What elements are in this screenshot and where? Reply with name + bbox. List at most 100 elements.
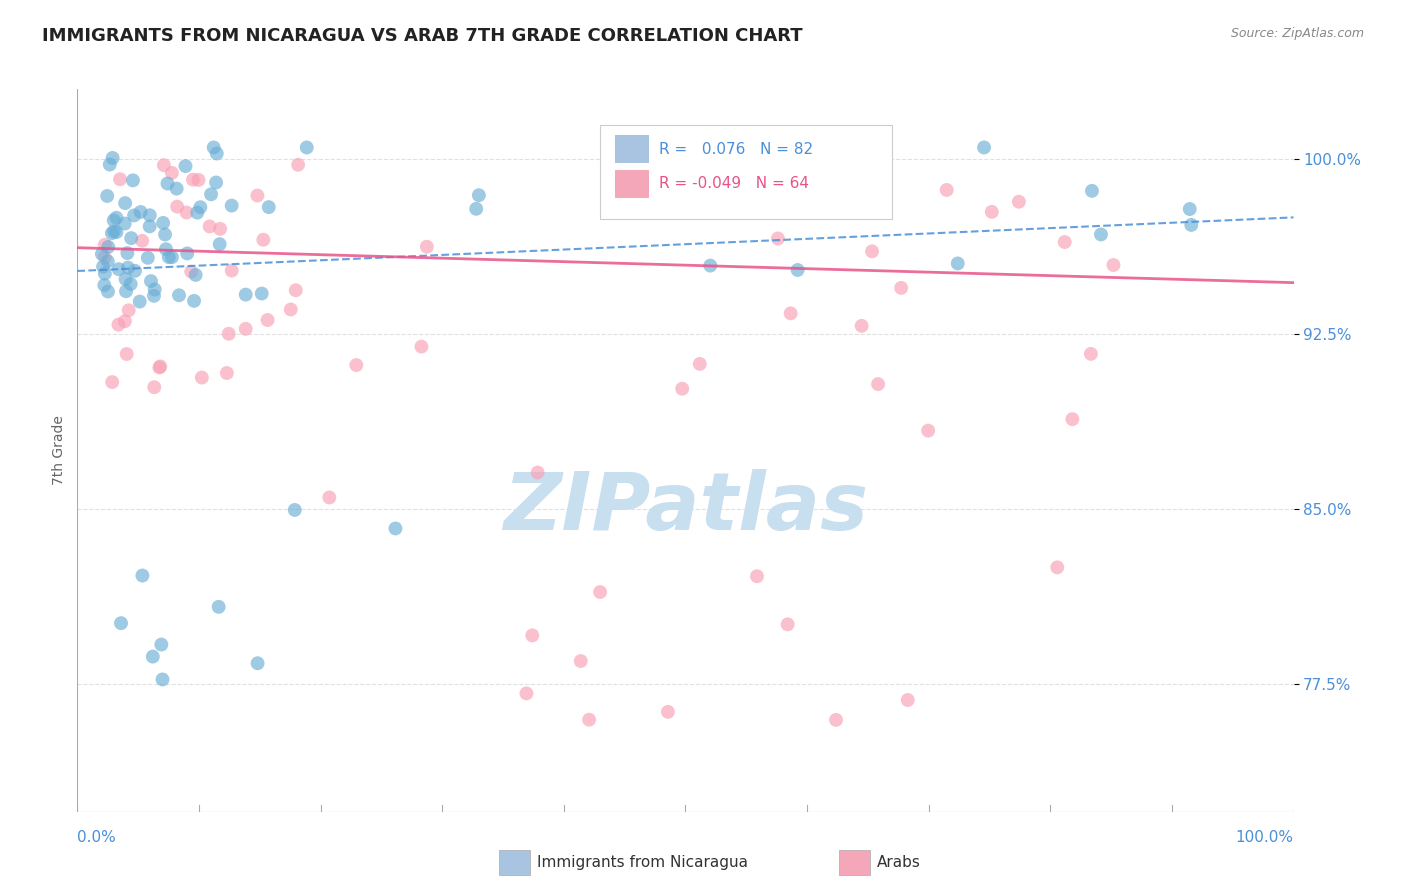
Point — [138, 219, 160, 234]
Point — [94, 237, 117, 252]
Point — [149, 359, 172, 374]
Point — [235, 287, 257, 301]
Point — [198, 219, 221, 234]
Point — [1178, 202, 1201, 216]
Point — [890, 281, 912, 295]
Point — [139, 274, 162, 288]
Point — [153, 158, 176, 172]
Point — [152, 673, 174, 687]
Point — [209, 222, 232, 236]
Point — [160, 250, 183, 264]
Point — [101, 375, 124, 389]
Point — [897, 693, 920, 707]
Point — [97, 240, 120, 254]
Point — [1080, 347, 1102, 361]
Text: 100.0%: 100.0% — [1236, 830, 1294, 846]
Point — [188, 200, 211, 214]
Point — [107, 262, 129, 277]
Point — [1102, 258, 1125, 272]
Point — [129, 205, 152, 219]
Point — [114, 217, 136, 231]
Point — [973, 140, 995, 154]
Point — [114, 272, 136, 286]
FancyBboxPatch shape — [600, 126, 893, 219]
Point — [280, 302, 302, 317]
Point — [295, 140, 318, 154]
Point — [174, 159, 197, 173]
Point — [157, 250, 180, 264]
Point — [256, 313, 278, 327]
Y-axis label: 7th Grade: 7th Grade — [52, 416, 66, 485]
Point — [689, 357, 711, 371]
Point — [97, 254, 120, 268]
Point — [103, 213, 125, 227]
Point — [124, 264, 146, 278]
Point — [287, 158, 309, 172]
Text: 0.0%: 0.0% — [77, 830, 117, 846]
Point — [200, 187, 222, 202]
Point — [713, 201, 735, 215]
Text: Source: ZipAtlas.com: Source: ZipAtlas.com — [1230, 27, 1364, 40]
Point — [1046, 560, 1069, 574]
Point — [117, 260, 139, 275]
Point — [94, 267, 117, 281]
Point — [96, 189, 118, 203]
Text: ZIPatlas: ZIPatlas — [503, 469, 868, 548]
Point — [284, 283, 307, 297]
Point — [1062, 412, 1084, 426]
Point — [935, 183, 957, 197]
Text: Immigrants from Nicaragua: Immigrants from Nicaragua — [537, 855, 748, 870]
Point — [90, 247, 112, 261]
Point — [142, 649, 165, 664]
Point — [776, 617, 799, 632]
Point — [191, 370, 214, 384]
Point — [745, 569, 768, 583]
Point — [205, 146, 228, 161]
Point — [868, 377, 890, 392]
Point — [246, 188, 269, 202]
Point — [97, 285, 120, 299]
Point — [155, 242, 177, 256]
Point — [118, 303, 141, 318]
Point — [980, 204, 1002, 219]
Point — [416, 240, 439, 254]
Point — [98, 157, 121, 171]
Point — [671, 382, 693, 396]
Point — [143, 283, 166, 297]
Point — [105, 211, 128, 225]
Point — [1081, 184, 1104, 198]
Point — [221, 199, 243, 213]
Point — [851, 318, 873, 333]
Point — [131, 234, 153, 248]
Point — [117, 246, 139, 260]
Point — [103, 224, 125, 238]
Point — [166, 200, 188, 214]
Point — [160, 166, 183, 180]
Point — [215, 366, 238, 380]
Point — [114, 314, 136, 328]
Point — [183, 293, 205, 308]
Text: Arabs: Arabs — [877, 855, 921, 870]
Point — [122, 209, 145, 223]
Point — [578, 713, 600, 727]
Point — [1180, 218, 1202, 232]
Point — [569, 654, 592, 668]
Point — [94, 250, 117, 264]
Point — [250, 286, 273, 301]
Point — [181, 172, 204, 186]
Point — [589, 585, 612, 599]
Point — [143, 289, 166, 303]
Point — [221, 263, 243, 277]
Point — [1053, 235, 1076, 249]
Point — [107, 318, 129, 332]
Point — [208, 237, 231, 252]
FancyBboxPatch shape — [614, 170, 650, 198]
Point — [108, 172, 131, 186]
Point — [148, 360, 170, 375]
Point — [218, 326, 240, 341]
Point — [128, 294, 150, 309]
Point — [344, 358, 367, 372]
Point — [1008, 194, 1031, 209]
Point — [176, 246, 198, 260]
Text: IMMIGRANTS FROM NICARAGUA VS ARAB 7TH GRADE CORRELATION CHART: IMMIGRANTS FROM NICARAGUA VS ARAB 7TH GR… — [42, 27, 803, 45]
